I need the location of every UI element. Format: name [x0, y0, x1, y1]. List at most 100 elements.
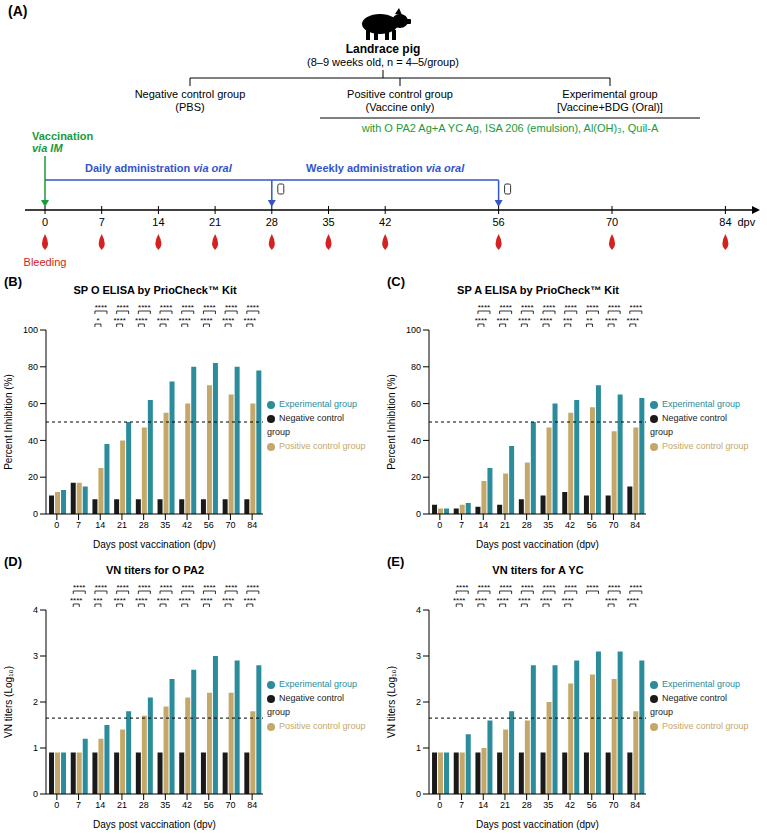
svg-text:****: ****	[157, 316, 169, 325]
svg-text:21: 21	[500, 520, 510, 530]
svg-text:3: 3	[33, 651, 38, 661]
svg-text:2: 2	[416, 697, 421, 707]
svg-text:56: 56	[587, 520, 597, 530]
svg-text:****: ****	[499, 303, 511, 312]
svg-text:****: ****	[203, 583, 215, 592]
svg-text:21: 21	[117, 520, 127, 530]
svg-text:****: ****	[605, 596, 617, 605]
svg-text:Bleeding: Bleeding	[24, 256, 67, 268]
svg-text:Percent Inhibition (%): Percent Inhibition (%)	[3, 374, 14, 470]
svg-text:****: ****	[453, 596, 465, 605]
svg-text:80: 80	[28, 362, 38, 372]
svg-text:1: 1	[33, 743, 38, 753]
svg-text:28: 28	[522, 800, 532, 810]
svg-text:****: ****	[203, 303, 215, 312]
svg-text:40: 40	[28, 436, 38, 446]
svg-text:****: ****	[475, 596, 487, 605]
svg-text:84: 84	[630, 520, 640, 530]
svg-text:(PBS): (PBS)	[175, 101, 204, 113]
svg-text:35: 35	[160, 800, 170, 810]
svg-text:14: 14	[478, 800, 488, 810]
svg-text:84: 84	[247, 800, 257, 810]
svg-text:0: 0	[33, 509, 38, 519]
svg-text:28: 28	[266, 216, 278, 228]
svg-text:21: 21	[117, 800, 127, 810]
svg-text:21: 21	[500, 800, 510, 810]
svg-text:0: 0	[437, 800, 442, 810]
svg-text:****: ****	[475, 316, 487, 325]
svg-text:84: 84	[630, 800, 640, 810]
svg-text:14: 14	[95, 520, 105, 530]
svg-text:7: 7	[99, 216, 105, 228]
svg-text:****: ****	[244, 596, 256, 605]
svg-text:0: 0	[416, 789, 421, 799]
svg-text:****: ****	[630, 583, 642, 592]
svg-text:100: 100	[406, 325, 421, 335]
svg-text:****: ****	[179, 596, 191, 605]
svg-text:****: ****	[540, 316, 552, 325]
svg-text:7: 7	[459, 520, 464, 530]
svg-text:****: ****	[565, 303, 577, 312]
svg-text:****: ****	[496, 596, 508, 605]
svg-text:56: 56	[204, 520, 214, 530]
svg-text:via IM: via IM	[32, 142, 63, 154]
svg-text:Experimental group: Experimental group	[562, 88, 657, 100]
svg-text:Landrace pig: Landrace pig	[346, 42, 421, 56]
svg-text:****: ****	[565, 583, 577, 592]
svg-text:****: ****	[116, 303, 128, 312]
svg-text:(8–9 weeks old, n = 4–5/group): (8–9 weeks old, n = 4–5/group)	[307, 56, 459, 68]
svg-text:100: 100	[23, 325, 38, 335]
svg-text:2: 2	[33, 697, 38, 707]
svg-text:****: ****	[182, 583, 194, 592]
svg-text:1: 1	[416, 743, 421, 753]
svg-text:42: 42	[379, 216, 391, 228]
svg-text:0: 0	[54, 520, 59, 530]
svg-text:42: 42	[182, 520, 192, 530]
svg-text:[Vaccine+BDG (Oral)]: [Vaccine+BDG (Oral)]	[557, 101, 663, 113]
svg-text:56: 56	[492, 216, 504, 228]
svg-text:Positive control group: Positive control group	[347, 88, 453, 100]
svg-text:****: ****	[160, 303, 172, 312]
svg-text:****: ****	[456, 583, 468, 592]
svg-text:4: 4	[416, 605, 421, 615]
svg-text:Days post vaccination (dpv): Days post vaccination (dpv)	[93, 539, 216, 550]
svg-text:4: 4	[33, 605, 38, 615]
svg-text:56: 56	[204, 800, 214, 810]
svg-text:****: ****	[222, 316, 234, 325]
svg-text:14: 14	[95, 800, 105, 810]
svg-text:Percent Inhibition (%): Percent Inhibition (%)	[386, 374, 397, 470]
svg-text:****: ****	[608, 303, 620, 312]
svg-text:42: 42	[565, 520, 575, 530]
svg-text:****: ****	[605, 316, 617, 325]
svg-text:42: 42	[182, 800, 192, 810]
svg-text:70: 70	[225, 800, 235, 810]
svg-text:35: 35	[543, 800, 553, 810]
svg-text:7: 7	[76, 800, 81, 810]
svg-text:Days post vaccination (dpv): Days post vaccination (dpv)	[476, 819, 599, 830]
svg-text:****: ****	[138, 303, 150, 312]
svg-text:70: 70	[606, 216, 618, 228]
svg-text:****: ****	[478, 303, 490, 312]
svg-text:****: ****	[499, 583, 511, 592]
svg-text:****: ****	[95, 303, 107, 312]
svg-text:80: 80	[411, 362, 421, 372]
svg-text:****: ****	[182, 303, 194, 312]
svg-text:****: ****	[247, 583, 259, 592]
svg-text:****: ****	[113, 596, 125, 605]
svg-text:0: 0	[437, 520, 442, 530]
svg-text:28: 28	[139, 800, 149, 810]
svg-text:14: 14	[478, 520, 488, 530]
svg-text:Vaccination: Vaccination	[32, 130, 93, 142]
svg-text:****: ****	[135, 316, 147, 325]
svg-text:****: ****	[135, 596, 147, 605]
svg-text:Weekly administration via oral: Weekly administration via oral	[306, 162, 465, 174]
svg-text:60: 60	[28, 399, 38, 409]
svg-text:****: ****	[244, 316, 256, 325]
svg-text:****: ****	[138, 583, 150, 592]
svg-text:****: ****	[73, 583, 85, 592]
svg-text:21: 21	[209, 216, 221, 228]
svg-text:****: ****	[478, 583, 490, 592]
svg-text:70: 70	[608, 800, 618, 810]
svg-text:VN titers (Log₁₀): VN titers (Log₁₀)	[386, 666, 397, 738]
svg-text:**: **	[586, 316, 592, 325]
